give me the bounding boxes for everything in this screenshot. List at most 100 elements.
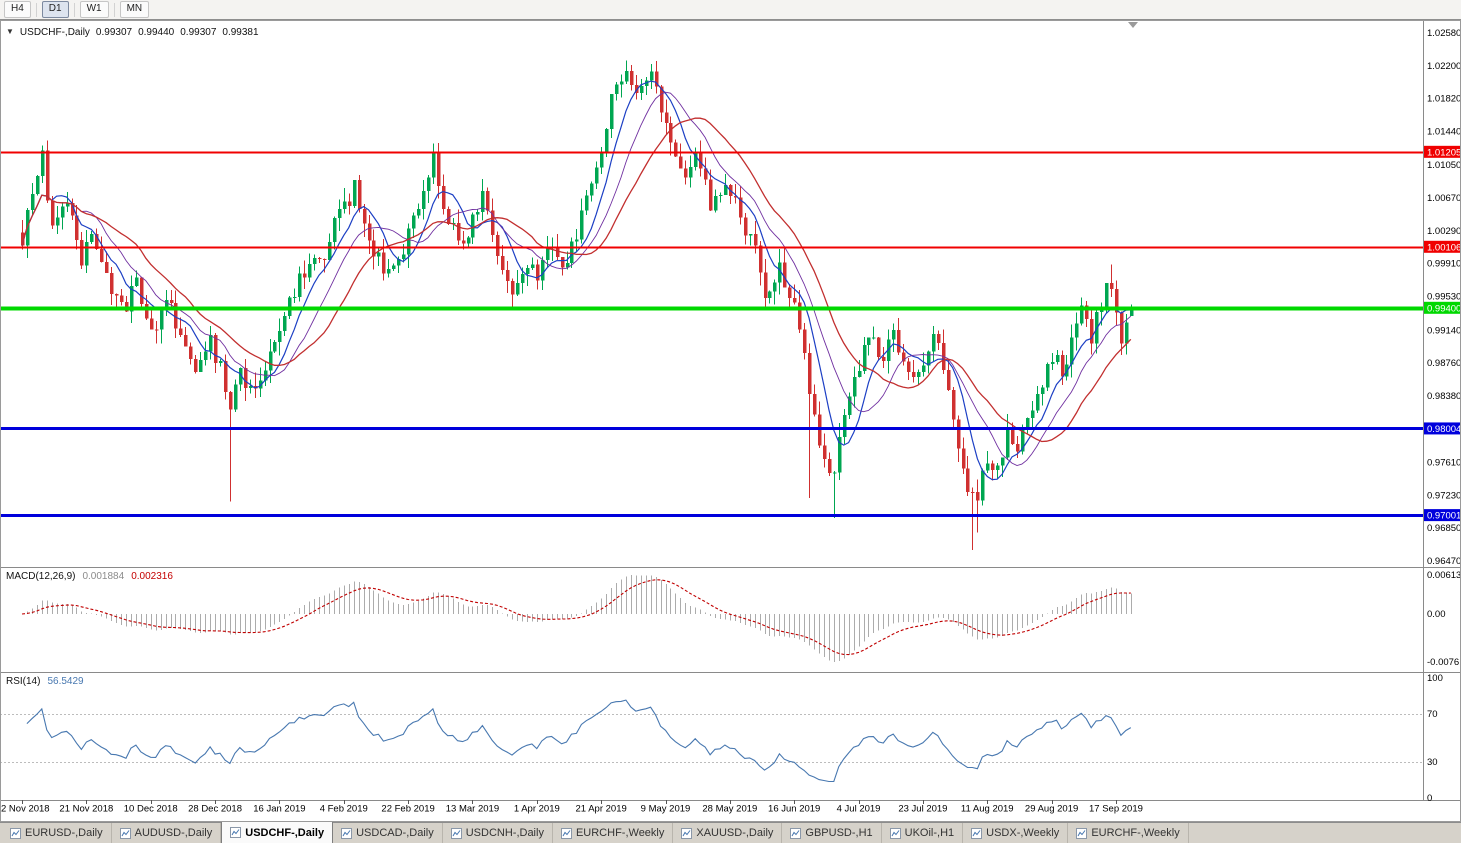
tab-chart-icon xyxy=(889,827,901,839)
price-tick-label: 0.97610 xyxy=(1427,457,1461,468)
date-tick-label: 2 Nov 2018 xyxy=(1,804,50,815)
date-tick-label: 16 Jan 2019 xyxy=(253,804,305,815)
date-tick-label: 13 Mar 2019 xyxy=(446,804,499,815)
timeframe-toolbar: H4 D1 W1 MN xyxy=(0,0,1461,20)
chart-tab-usdcad-daily[interactable]: USDCAD-,Daily xyxy=(333,823,443,843)
macd-indicator-label: MACD(12,26,9) 0.001884 0.002316 xyxy=(6,571,173,582)
date-tick-label: 28 May 2019 xyxy=(702,804,757,815)
price-tick-label: 0.99140 xyxy=(1427,325,1461,336)
chart-shift-marker-icon[interactable] xyxy=(1128,22,1138,28)
chart-ohlc-header: ▼ USDCHF-,Daily 0.99307 0.99440 0.99307 … xyxy=(6,27,259,38)
chart-frame-layer xyxy=(0,20,1461,822)
chart-tab-eurchf-weekly[interactable]: EURCHF-,Weekly xyxy=(553,823,674,843)
symbol-dropdown-icon[interactable]: ▼ xyxy=(6,27,14,36)
macd-scale[interactable]: 0.00613 0.00 -0.00761 xyxy=(1427,570,1461,668)
toolbar-separator xyxy=(73,2,75,17)
period-button-mn[interactable]: MN xyxy=(119,1,150,18)
period-button-d1[interactable]: D1 xyxy=(41,1,69,18)
date-tick-label: 28 Dec 2018 xyxy=(188,804,242,815)
price-axis[interactable]: 1.02580 1.02200 1.01820 1.01440 1.01050 1.006… xyxy=(1424,28,1461,567)
price-tick-label: 0.96850 xyxy=(1427,523,1461,534)
macd-tick-label: -0.00761 xyxy=(1427,657,1461,668)
toolbar-separator xyxy=(113,2,115,17)
tab-label: EURCHF-,Weekly xyxy=(575,827,665,839)
date-tick-label: 9 May 2019 xyxy=(641,804,691,815)
horizontal-lines-layer[interactable] xyxy=(0,151,1423,517)
macd-panel[interactable] xyxy=(21,575,1133,663)
date-tick-label: 21 Nov 2018 xyxy=(59,804,113,815)
price-badge-label: 0.97001 xyxy=(1427,511,1461,522)
chart-symbol-label: USDCHF-,Daily xyxy=(19,27,90,38)
tab-label: XAUUSD-,Daily xyxy=(696,827,774,839)
chart-tab-xauusd-daily[interactable]: XAUUSD-,Daily xyxy=(673,823,783,843)
rsi-scale[interactable]: 100 70 30 0 xyxy=(1427,673,1443,804)
price-tick-label: 1.01050 xyxy=(1427,160,1461,171)
toolbar-separator xyxy=(35,2,37,17)
tab-label: EURCHF-,Weekly xyxy=(1091,827,1180,839)
macd-signal-value: 0.002316 xyxy=(131,571,173,582)
price-tick-label: 1.01440 xyxy=(1427,127,1461,138)
tab-label: AUDUSD-,Daily xyxy=(134,827,213,839)
tab-chart-icon xyxy=(10,827,21,839)
date-tick-label: 1 Apr 2019 xyxy=(514,804,560,815)
price-tick-label: 0.98380 xyxy=(1427,391,1461,402)
ma-line-13 xyxy=(21,91,1132,466)
tab-chart-icon xyxy=(450,827,462,839)
price-tick-label: 0.98760 xyxy=(1427,358,1461,369)
period-button-h4[interactable]: H4 xyxy=(4,1,31,18)
rsi-panel[interactable] xyxy=(0,699,1423,783)
candles-layer[interactable] xyxy=(20,60,1134,550)
chart-region[interactable]: ▼ USDCHF-,Daily 0.99307 0.99440 0.99307 … xyxy=(0,20,1461,822)
moving-average-layer xyxy=(21,80,1132,481)
ohlc-high: 0.99440 xyxy=(138,27,175,38)
rsi-name: RSI(14) xyxy=(6,676,41,687)
price-badge-0.98004 xyxy=(1424,422,1460,435)
macd-tick-label: 0.00613 xyxy=(1427,570,1461,581)
macd-tick-label: 0.00 xyxy=(1427,609,1446,620)
rsi-value: 56.5429 xyxy=(47,676,84,687)
tab-chart-icon xyxy=(560,827,572,839)
chart-tab-usdx-weekly[interactable]: USDX-,Weekly xyxy=(963,823,1069,843)
price-tick-label: 0.96470 xyxy=(1427,556,1461,567)
chart-tab-usdchf-daily[interactable]: USDCHF-,Daily xyxy=(221,821,334,843)
price-badge-label: 1.01205 xyxy=(1427,147,1461,158)
chart-tab-eurusd-daily[interactable]: EURUSD-,Daily xyxy=(2,823,112,843)
price-tick-label: 1.01820 xyxy=(1427,94,1461,105)
price-badge-label: 0.99400 xyxy=(1427,303,1461,314)
chart-tab-ukoil-h1[interactable]: UKOil-,H1 xyxy=(882,823,964,843)
date-tick-label: 4 Jul 2019 xyxy=(837,804,881,815)
tab-chart-icon xyxy=(971,827,983,839)
price-badge-label: 1.00106 xyxy=(1427,242,1461,253)
chart-canvas[interactable]: 1.02580 1.02200 1.01820 1.01440 1.01050 1.006… xyxy=(0,20,1461,822)
date-tick-label: 17 Sep 2019 xyxy=(1089,804,1143,815)
chart-tab-eurchf-weekly[interactable]: EURCHF-,Weekly xyxy=(1068,823,1189,843)
period-button-w1[interactable]: W1 xyxy=(79,1,109,18)
price-tick-label: 0.99530 xyxy=(1427,292,1461,303)
tab-chart-icon xyxy=(341,827,353,839)
chart-tab-bar: EURUSD-,Daily AUDUSD-,Daily USDCHF-,Daily U… xyxy=(0,821,1461,843)
rsi-tick-label: 100 xyxy=(1427,673,1443,684)
ma-line-21 xyxy=(21,117,1132,443)
ohlc-open: 0.99307 xyxy=(95,27,133,38)
tab-label: USDX-,Weekly xyxy=(986,827,1060,839)
macd-signal-line xyxy=(21,579,1131,656)
date-tick-label: 23 Jul 2019 xyxy=(898,804,947,815)
shift-marker[interactable] xyxy=(1128,22,1138,28)
date-tick-label: 29 Aug 2019 xyxy=(1025,804,1078,815)
price-badge-0.97001 xyxy=(1424,509,1460,522)
tab-label: UKOil-,H1 xyxy=(904,827,955,839)
price-tick-label: 1.02580 xyxy=(1427,28,1461,39)
panel-separators xyxy=(0,20,1461,801)
chart-tab-gbpusd-h1[interactable]: GBPUSD-,H1 xyxy=(782,823,882,843)
tab-label: EURUSD-,Daily xyxy=(25,827,103,839)
tab-label: USDCAD-,Daily xyxy=(356,827,434,839)
price-badge-1.01205 xyxy=(1424,145,1460,158)
chart-tab-usdcnh-daily[interactable]: USDCNH-,Daily xyxy=(443,823,553,843)
chart-tab-audusd-daily[interactable]: AUDUSD-,Daily xyxy=(112,823,222,843)
rsi-tick-label: 0 xyxy=(1427,793,1432,804)
tab-label: GBPUSD-,H1 xyxy=(805,827,873,839)
date-axis[interactable]: 2 Nov 2018 21 Nov 2018 10 Dec 2018 28 Dec 2… xyxy=(1,800,1143,815)
price-tick-label: 1.00290 xyxy=(1427,226,1461,237)
rsi-tick-label: 70 xyxy=(1427,709,1438,720)
date-tick-label: 10 Dec 2018 xyxy=(124,804,178,815)
